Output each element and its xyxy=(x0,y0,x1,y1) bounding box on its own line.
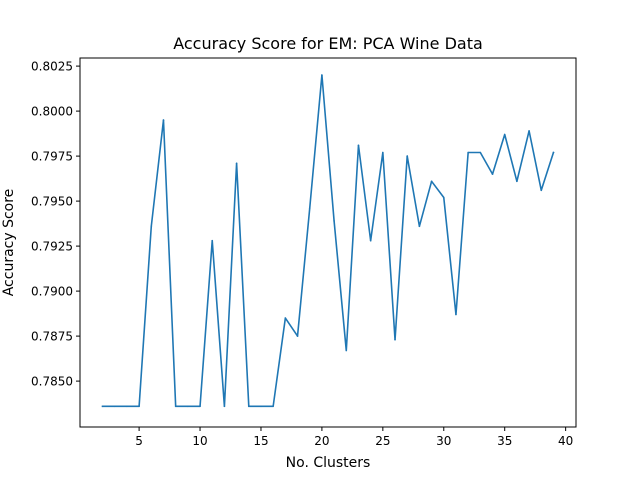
data-point xyxy=(418,225,421,228)
x-axis-label: No. Clusters xyxy=(286,455,371,471)
data-point xyxy=(199,405,201,408)
data-point xyxy=(247,405,250,408)
x-tick-label: 15 xyxy=(253,434,268,448)
data-point xyxy=(503,133,506,136)
data-point xyxy=(223,405,226,408)
data-point xyxy=(369,239,372,242)
data-point xyxy=(138,405,140,408)
data-point xyxy=(516,180,518,183)
data-point xyxy=(394,338,396,341)
x-tick-label: 10 xyxy=(192,434,207,448)
plot-series xyxy=(101,74,555,408)
data-point xyxy=(211,239,214,242)
data-point xyxy=(162,119,165,121)
y-axis-ticks: 0.7850 0.7875 0.7900 0.7925 0.7950 0.7975 0.80… xyxy=(31,60,80,389)
data-point xyxy=(150,225,153,228)
y-tick-label: 0.7975 xyxy=(31,150,73,164)
data-point xyxy=(272,405,274,408)
data-point xyxy=(430,180,433,183)
data-point xyxy=(491,173,494,175)
data-point xyxy=(284,317,287,319)
data-point xyxy=(321,74,323,76)
data-point xyxy=(406,155,409,157)
data-point xyxy=(442,196,445,199)
data-point xyxy=(357,144,360,147)
data-point xyxy=(333,220,335,222)
data-point xyxy=(187,405,189,408)
data-point xyxy=(467,151,469,154)
y-tick-label: 0.7950 xyxy=(31,195,73,209)
x-axis-ticks: 5 10 15 20 25 30 35 40 xyxy=(135,427,573,448)
y-axis-label: Accuracy Score xyxy=(1,189,17,297)
y-tick-label: 0.7900 xyxy=(31,285,73,299)
plot-frame xyxy=(79,57,577,428)
data-point xyxy=(552,151,555,154)
y-tick-label: 0.7925 xyxy=(31,240,73,254)
data-point xyxy=(382,151,384,154)
series-line xyxy=(101,74,555,408)
x-tick-label: 5 xyxy=(135,434,143,448)
x-tick-label: 35 xyxy=(497,434,512,448)
data-point xyxy=(540,189,543,192)
x-tick-label: 20 xyxy=(314,434,329,448)
y-tick-label: 0.8025 xyxy=(31,60,73,74)
y-tick-label: 0.8000 xyxy=(31,105,73,119)
data-point xyxy=(174,405,177,408)
data-point xyxy=(345,349,348,352)
y-tick-label: 0.7875 xyxy=(31,330,73,344)
data-point xyxy=(101,405,104,408)
data-point xyxy=(126,405,128,408)
data-point xyxy=(260,405,262,408)
y-tick-label: 0.7850 xyxy=(31,375,73,389)
x-tick-label: 30 xyxy=(436,434,451,448)
data-point xyxy=(113,405,116,408)
chart-title: Accuracy Score for EM: PCA Wine Data xyxy=(173,34,483,53)
data-point xyxy=(479,151,482,154)
data-point xyxy=(455,313,457,316)
data-point xyxy=(296,335,299,337)
data-point xyxy=(308,207,311,210)
data-point xyxy=(235,162,238,165)
x-tick-label: 25 xyxy=(375,434,390,448)
data-point xyxy=(528,130,530,132)
x-tick-label: 40 xyxy=(558,434,573,448)
